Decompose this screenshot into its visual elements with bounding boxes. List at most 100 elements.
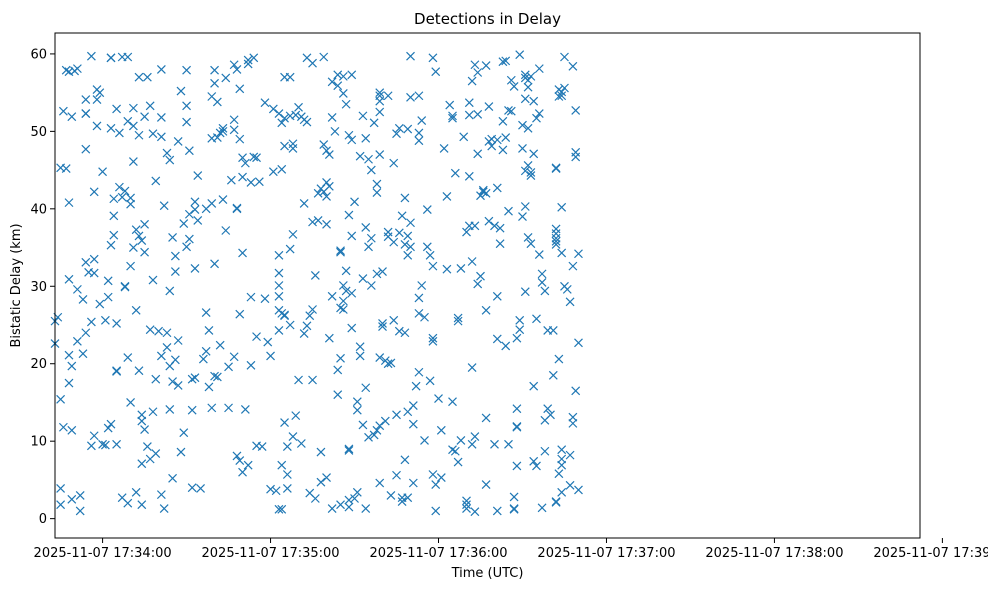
data-point [473,279,483,289]
data-point [464,110,474,120]
data-point [308,375,317,385]
data-point [280,113,289,123]
data-point [134,130,144,140]
x-tick-label: 2025-11-07 17:39:00 [873,546,988,561]
data-point [271,486,281,496]
data-point [520,202,530,211]
data-point [324,181,334,191]
data-point [425,250,435,260]
data-point [282,470,292,479]
data-point [571,152,581,162]
data-point [254,177,264,187]
data-point [176,86,186,96]
data-point [148,275,158,285]
data-point [310,271,320,280]
data-point [103,276,113,286]
data-point [498,116,508,126]
data-point [190,373,200,383]
data-point [392,129,401,139]
data-point [361,383,371,393]
data-point [154,326,164,336]
data-point [350,197,359,207]
data-point [453,316,463,326]
data-point [557,202,567,212]
data-point [344,502,354,512]
data-point [492,291,502,301]
data-point [534,250,544,259]
data-point [406,218,415,228]
y-axis-label: Bistatic Delay (km) [9,223,24,347]
data-point [532,314,541,324]
data-point [64,378,74,388]
data-point [408,478,418,488]
data-point [557,487,567,497]
data-point [501,341,511,351]
data-point [159,504,169,513]
data-point [350,494,359,503]
data-point [308,217,317,227]
data-point [98,439,108,449]
data-point [506,75,516,85]
data-point [336,247,345,257]
data-point [151,449,161,458]
data-point [123,498,133,508]
data-point [260,294,270,304]
data-point [92,95,102,105]
data-point [313,216,323,225]
data-point [372,269,382,279]
data-point [400,240,410,249]
data-point [406,92,415,102]
data-point [344,210,354,220]
data-point [560,52,569,62]
data-point [453,313,463,323]
data-point [372,179,382,189]
data-point [81,109,91,118]
data-point [523,123,533,133]
data-point [375,353,385,362]
data-point [184,209,194,219]
data-point [308,58,317,68]
data-point [512,333,522,343]
data-point [448,113,457,123]
data-point [282,484,292,493]
data-point [330,126,340,136]
data-point [238,172,247,182]
data-point [274,325,284,335]
data-point [347,135,357,145]
data-point [170,251,180,261]
data-point [173,380,183,390]
data-point [56,484,66,493]
data-point [352,405,362,415]
data-point [420,435,429,445]
data-point [140,425,150,434]
data-point [156,490,166,500]
data-point [512,422,522,432]
data-point [324,333,334,343]
data-point [462,504,471,513]
data-point [366,165,376,175]
data-point [506,106,516,116]
data-point [462,496,471,506]
data-point [327,113,337,122]
data-point [529,96,539,106]
data-point [462,500,471,510]
data-point [543,404,553,414]
data-point [526,71,536,81]
data-point [134,366,144,376]
data-point [515,325,525,335]
data-point [495,239,505,249]
data-point [417,116,427,125]
data-point [260,98,270,108]
data-point [520,166,530,176]
data-point [61,65,71,75]
data-point [201,346,211,356]
data-point [103,423,113,433]
data-point [106,419,116,429]
data-point [470,221,480,231]
data-point [179,428,189,438]
data-point [568,61,578,71]
plot-frame [54,32,921,539]
data-point [448,397,457,407]
data-point [238,248,247,258]
data-point [420,312,429,322]
